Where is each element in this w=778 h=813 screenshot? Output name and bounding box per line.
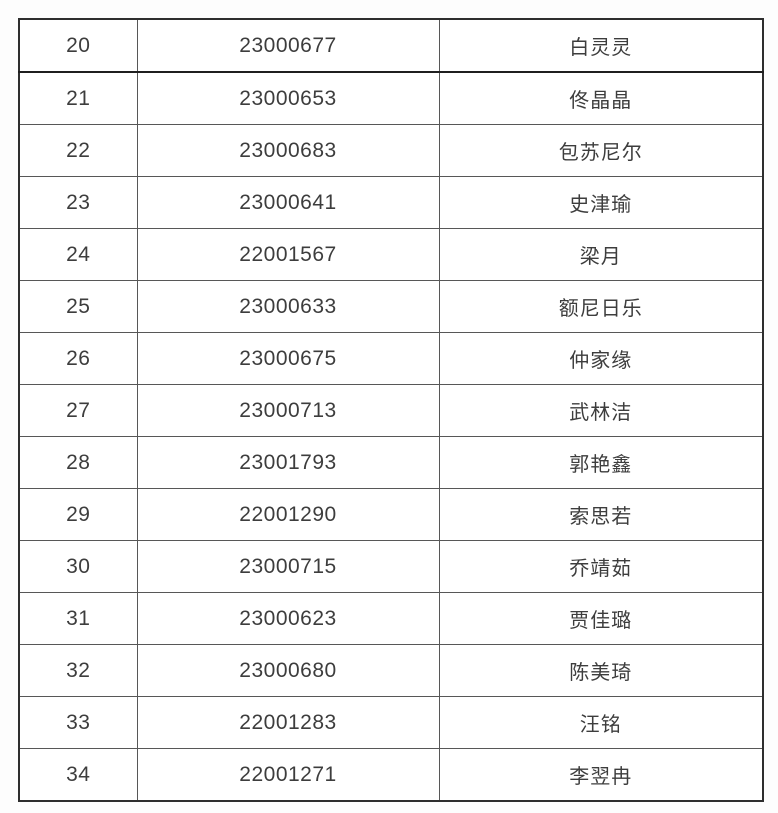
student-name-cell: 乔靖茹 [438,540,764,593]
row-number-cell: 25 [18,280,138,333]
student-id-cell: 22001271 [136,748,440,802]
student-id-cell: 23000683 [136,124,440,177]
row-number-cell: 34 [18,748,138,802]
table-row: 26 23000675 仲家缘 [18,332,764,385]
student-id-cell: 23000633 [136,280,440,333]
student-id-cell: 23000680 [136,644,440,697]
row-number-cell: 21 [18,71,138,125]
student-name-cell: 汪铭 [438,696,764,749]
table-row: 27 23000713 武林洁 [18,384,764,437]
student-name-cell: 陈美琦 [438,644,764,697]
row-number-cell: 26 [18,332,138,385]
table-row: 31 23000623 贾佳璐 [18,592,764,645]
student-name-cell: 武林洁 [438,384,764,437]
table-row: 21 23000653 佟晶晶 [18,71,764,125]
student-name-cell: 额尼日乐 [438,280,764,333]
student-name-cell: 佟晶晶 [438,71,764,125]
table-row: 23 23000641 史津瑜 [18,176,764,229]
student-name-cell: 史津瑜 [438,176,764,229]
row-number-cell: 33 [18,696,138,749]
student-id-cell: 23000653 [136,71,440,125]
row-number-cell: 27 [18,384,138,437]
table-row: 28 23001793 郭艳鑫 [18,436,764,489]
table-row: 32 23000680 陈美琦 [18,644,764,697]
student-name-cell: 索思若 [438,488,764,541]
row-number-cell: 23 [18,176,138,229]
row-number-cell: 30 [18,540,138,593]
student-id-cell: 23000623 [136,592,440,645]
row-number-cell: 29 [18,488,138,541]
row-number-cell: 20 [18,18,138,73]
student-name-cell: 包苏尼尔 [438,124,764,177]
student-name-cell: 郭艳鑫 [438,436,764,489]
table-row: 25 23000633 额尼日乐 [18,280,764,333]
student-id-cell: 23001793 [136,436,440,489]
student-name-cell: 贾佳璐 [438,592,764,645]
table-row: 24 22001567 梁月 [18,228,764,281]
student-roster-table: 20 23000677 白灵灵 21 23000653 佟晶晶 22 23000683 包苏尼尔… [18,18,764,802]
student-id-cell: 22001567 [136,228,440,281]
row-number-cell: 22 [18,124,138,177]
row-number-cell: 31 [18,592,138,645]
student-id-cell: 23000675 [136,332,440,385]
table-row: 20 23000677 白灵灵 [18,18,764,73]
student-name-cell: 仲家缘 [438,332,764,385]
student-id-cell: 23000641 [136,176,440,229]
table-row: 34 22001271 李翌冉 [18,748,764,802]
student-name-cell: 梁月 [438,228,764,281]
table-row: 29 22001290 索思若 [18,488,764,541]
student-id-cell: 23000715 [136,540,440,593]
row-number-cell: 24 [18,228,138,281]
row-number-cell: 32 [18,644,138,697]
student-id-cell: 22001290 [136,488,440,541]
student-name-cell: 李翌冉 [438,748,764,802]
roster-table-body: 20 23000677 白灵灵 21 23000653 佟晶晶 22 23000683 包苏尼尔… [18,18,764,802]
student-id-cell: 23000677 [136,18,440,73]
row-number-cell: 28 [18,436,138,489]
table-row: 30 23000715 乔靖茹 [18,540,764,593]
table-row: 22 23000683 包苏尼尔 [18,124,764,177]
student-name-cell: 白灵灵 [438,18,764,73]
student-id-cell: 22001283 [136,696,440,749]
student-id-cell: 23000713 [136,384,440,437]
table-row: 33 22001283 汪铭 [18,696,764,749]
